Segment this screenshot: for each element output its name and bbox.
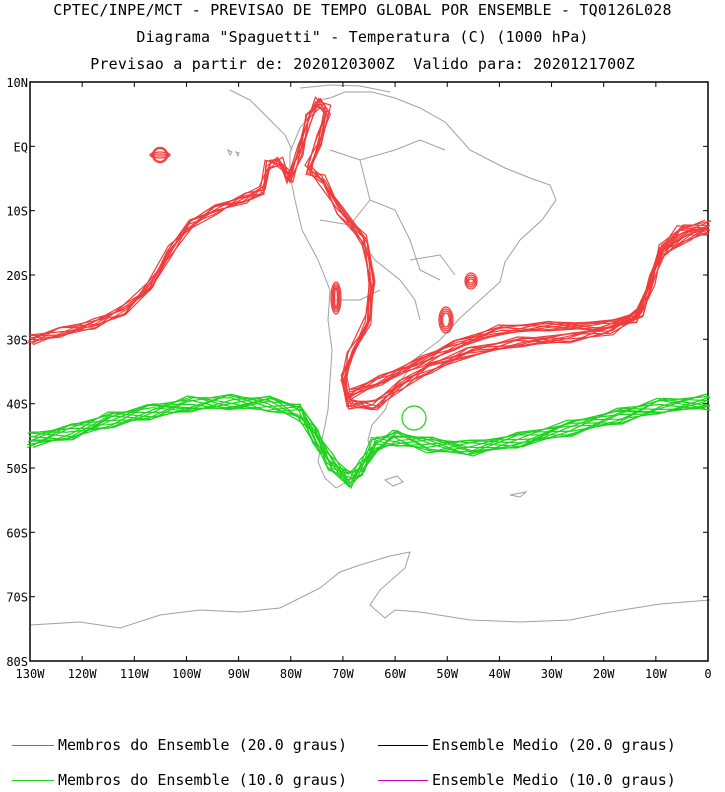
lon-label: 10W	[645, 667, 667, 681]
member-20-contour	[26, 105, 707, 409]
lat-label: EQ	[14, 140, 28, 154]
member-20-closed-contour	[439, 308, 453, 332]
lat-label: 10N	[6, 76, 28, 90]
member-20-closed-contour	[466, 276, 476, 286]
legend-swatch-mean-10	[378, 780, 428, 781]
legend-swatch-member-10	[12, 780, 54, 781]
antarctica-coast	[29, 551, 711, 629]
member-20-closed-contour	[442, 312, 451, 328]
south-georgia-islands	[509, 491, 528, 498]
member-10-contour	[27, 394, 709, 488]
lat-label: 40S	[6, 398, 28, 412]
member-10-contour	[27, 393, 706, 481]
member-20-closed-contour	[330, 281, 342, 315]
legend-mean-20: Ensemble Medio (20.0 graus)	[432, 736, 676, 754]
legend-swatch-member-20	[12, 745, 54, 746]
lon-label: 100W	[172, 667, 202, 681]
legend-member-20: Membros do Ensemble (20.0 graus)	[58, 736, 347, 754]
lat-label: 80S	[6, 655, 28, 669]
member-10-contour	[26, 395, 706, 474]
member-20-closed-contour	[440, 310, 452, 330]
title-line-3: Previsao a partir de: 2020120300Z Valido…	[90, 55, 635, 73]
lon-label: 70W	[332, 667, 354, 681]
member-20-closed-contour	[468, 278, 475, 284]
contours-10-deg	[26, 393, 711, 490]
lon-label: 110W	[120, 667, 150, 681]
lon-label: 50W	[436, 667, 458, 681]
member-20-contour	[350, 224, 711, 391]
lon-label: 40W	[489, 667, 511, 681]
title-line-1: CPTEC/INPE/MCT - PREVISAO DE TEMPO GLOBA…	[53, 1, 672, 19]
member-20-contour	[32, 102, 710, 411]
member-20-closed-contour	[150, 153, 170, 157]
lat-label: 50S	[6, 462, 28, 476]
lon-label: 20W	[593, 667, 615, 681]
lat-label: 10S	[6, 205, 28, 219]
map-border	[29, 81, 709, 662]
member-10-contour	[29, 396, 711, 473]
member-20-closed-contour	[464, 272, 478, 290]
member-10-contour	[28, 395, 706, 485]
lon-label: 130W	[16, 667, 46, 681]
member-20-closed-contour	[151, 146, 169, 164]
member-20-contour	[32, 97, 712, 402]
member-20-closed-contour	[331, 283, 341, 313]
lon-label: 60W	[384, 667, 406, 681]
member-20-closed-contour	[438, 306, 454, 334]
title-line-2: Diagrama "Spaguetti" - Temperatura (C) (…	[136, 28, 589, 46]
legend-swatch-mean-20	[378, 745, 428, 746]
lon-label: 30W	[541, 667, 563, 681]
lon-label: 80W	[280, 667, 302, 681]
member-10-contour	[29, 400, 706, 475]
member-20-contour	[349, 229, 711, 396]
member-20-closed-contour	[334, 287, 339, 309]
south-america-coast	[289, 91, 557, 489]
lat-label: 20S	[6, 269, 28, 283]
member-20-closed-contour	[149, 151, 171, 159]
legend-member-10: Membros do Ensemble (10.0 graus)	[58, 771, 347, 789]
member-20-closed-contour	[153, 148, 168, 163]
coastline-layer	[29, 84, 711, 629]
galapagos-islands	[227, 148, 240, 158]
contours-20-deg	[26, 95, 712, 411]
member-20-contour	[349, 226, 707, 393]
member-20-closed-contour	[332, 285, 340, 311]
lat-label: 30S	[6, 333, 28, 347]
lat-label: 70S	[6, 591, 28, 605]
legend-mean-10: Ensemble Medio (10.0 graus)	[432, 771, 676, 789]
member-10-contour	[27, 395, 708, 487]
member-20-closed-contour	[465, 274, 477, 288]
member-20-contour	[348, 225, 710, 391]
member-20-contour	[30, 97, 707, 410]
falklands-islands	[383, 475, 404, 487]
member-20-contour	[348, 231, 710, 396]
member-20-contour	[29, 100, 711, 411]
lat-label: 60S	[6, 526, 28, 540]
lon-label: 90W	[228, 667, 250, 681]
member-10-closed-contour	[401, 405, 427, 431]
central-america-coast	[229, 84, 391, 151]
lon-label: 120W	[68, 667, 98, 681]
lon-label: 0	[704, 667, 711, 681]
